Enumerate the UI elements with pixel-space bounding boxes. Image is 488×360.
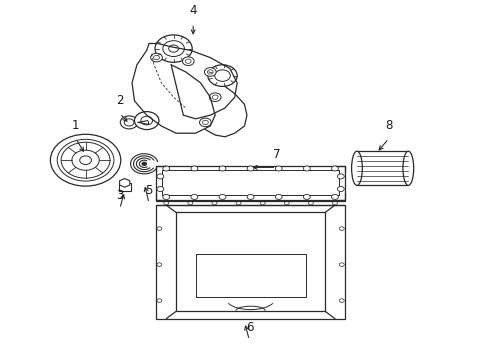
Text: 3: 3 bbox=[116, 189, 123, 202]
Circle shape bbox=[190, 194, 197, 199]
Circle shape bbox=[209, 93, 221, 102]
Circle shape bbox=[120, 116, 138, 129]
Bar bbox=[356, 151, 407, 185]
Circle shape bbox=[339, 263, 344, 266]
Circle shape bbox=[339, 227, 344, 230]
Text: 1: 1 bbox=[72, 119, 80, 132]
Bar bbox=[162, 170, 338, 195]
Circle shape bbox=[284, 201, 288, 205]
Circle shape bbox=[157, 299, 162, 302]
Text: 5: 5 bbox=[145, 184, 153, 197]
Circle shape bbox=[157, 186, 163, 192]
Circle shape bbox=[204, 68, 216, 76]
Ellipse shape bbox=[351, 151, 362, 185]
Circle shape bbox=[163, 201, 168, 205]
Circle shape bbox=[157, 227, 162, 230]
Circle shape bbox=[187, 201, 192, 205]
Text: 6: 6 bbox=[245, 321, 253, 334]
Circle shape bbox=[331, 194, 338, 199]
Circle shape bbox=[260, 201, 264, 205]
Circle shape bbox=[190, 166, 197, 171]
Circle shape bbox=[246, 166, 254, 171]
Circle shape bbox=[308, 201, 313, 205]
Circle shape bbox=[236, 201, 241, 205]
Circle shape bbox=[157, 174, 163, 179]
Bar bbox=[119, 183, 130, 191]
Circle shape bbox=[155, 35, 192, 62]
Circle shape bbox=[212, 201, 217, 205]
Circle shape bbox=[150, 53, 162, 62]
Circle shape bbox=[157, 263, 162, 266]
Circle shape bbox=[207, 65, 237, 86]
Circle shape bbox=[182, 57, 194, 66]
Circle shape bbox=[199, 118, 211, 127]
Circle shape bbox=[219, 166, 225, 171]
Circle shape bbox=[331, 166, 338, 171]
Ellipse shape bbox=[402, 151, 413, 185]
Text: 2: 2 bbox=[116, 94, 123, 107]
Circle shape bbox=[303, 194, 309, 199]
Circle shape bbox=[337, 174, 344, 179]
Text: 8: 8 bbox=[384, 119, 392, 132]
Circle shape bbox=[275, 194, 282, 199]
Circle shape bbox=[219, 194, 225, 199]
Circle shape bbox=[163, 166, 169, 171]
Text: 7: 7 bbox=[272, 148, 280, 161]
Circle shape bbox=[337, 186, 344, 192]
Circle shape bbox=[72, 150, 99, 170]
Circle shape bbox=[339, 299, 344, 302]
Bar bbox=[195, 254, 305, 297]
Circle shape bbox=[80, 156, 91, 165]
Circle shape bbox=[50, 134, 121, 186]
Bar bbox=[156, 205, 344, 319]
Bar bbox=[156, 166, 344, 200]
Polygon shape bbox=[120, 179, 129, 187]
Circle shape bbox=[246, 194, 254, 199]
Text: 4: 4 bbox=[189, 4, 197, 17]
Circle shape bbox=[332, 201, 337, 205]
Circle shape bbox=[142, 162, 146, 166]
Circle shape bbox=[134, 112, 159, 130]
Circle shape bbox=[303, 166, 309, 171]
Circle shape bbox=[163, 194, 169, 199]
Circle shape bbox=[275, 166, 282, 171]
